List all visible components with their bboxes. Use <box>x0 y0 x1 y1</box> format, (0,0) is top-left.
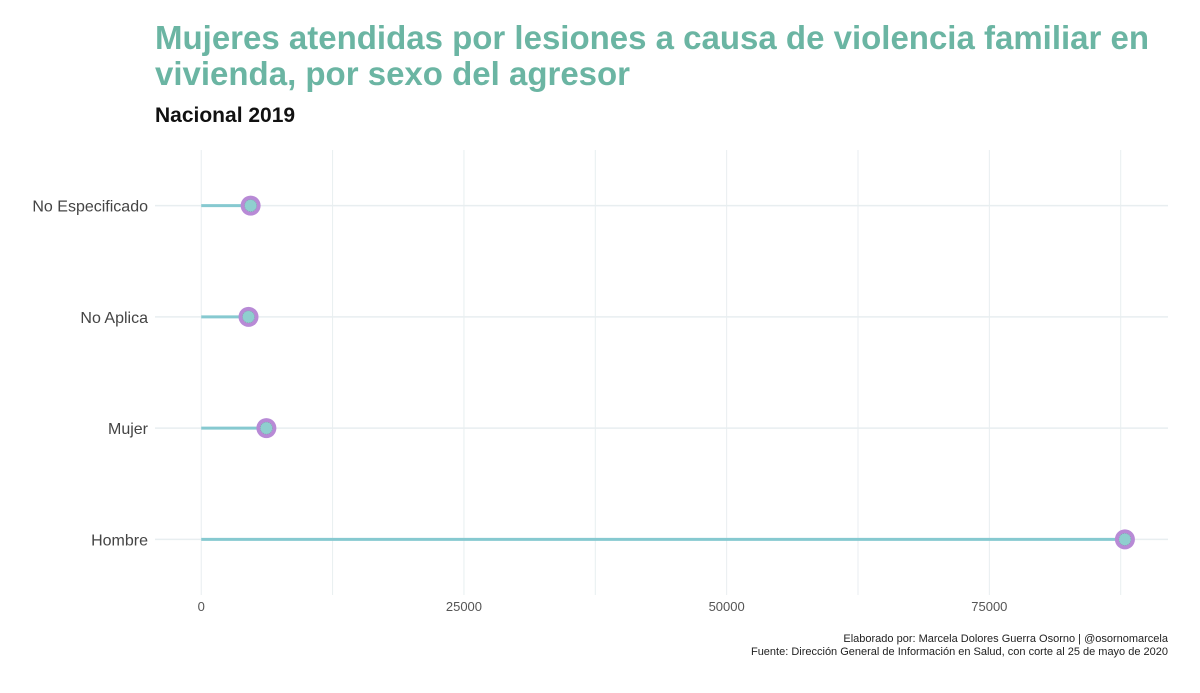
lollipop-point-inner <box>1118 533 1132 546</box>
lollipop-point-inner <box>242 310 255 324</box>
y-category-label: Mujer <box>108 421 149 438</box>
x-tick-label: 75000 <box>971 599 1007 614</box>
y-category-label: No Aplica <box>80 310 148 327</box>
caption-source: Fuente: Dirección General de Información… <box>750 646 1168 658</box>
x-tick-label: 50000 <box>709 599 745 614</box>
x-tick-label: 25000 <box>446 599 482 614</box>
lollipop-point-inner <box>244 199 257 212</box>
caption: Elaborado por: Marcela Dolores Guerra Os… <box>751 633 1168 659</box>
lollipop-point-inner <box>260 421 273 435</box>
chart-title: Mujeres atendidas por lesiones a causa d… <box>155 19 1150 92</box>
x-tick-label: 0 <box>198 599 205 614</box>
chart-subtitle: Nacional 2019 <box>155 104 296 127</box>
y-category-label: No Especificado <box>32 199 148 216</box>
caption-author: Elaborado por: Marcela Dolores Guerra Os… <box>843 633 1168 645</box>
y-category-label: Hombre <box>91 532 148 549</box>
